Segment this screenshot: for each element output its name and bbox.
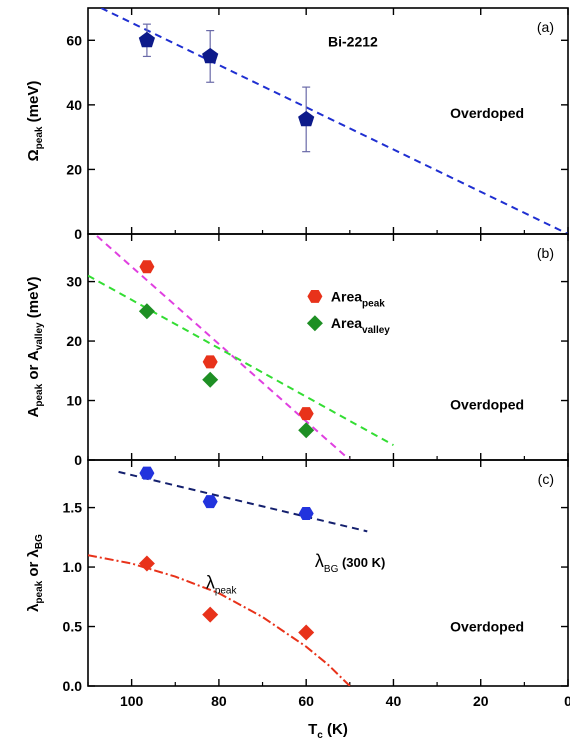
panel-b-ytick-label: 20 <box>66 333 82 349</box>
panel-b-legend-label: Areapeak <box>331 288 385 309</box>
panel-c-annotation: Overdoped <box>450 618 524 634</box>
panel-c-annotation: λBG (300 K) <box>315 551 385 575</box>
panel-b-ytick-label: 0 <box>74 452 82 468</box>
panel-b-fit-line <box>93 234 351 460</box>
panel-c-series1-point <box>298 624 315 641</box>
panel-c-series1-point <box>202 606 219 623</box>
panel-c-frame <box>87 459 569 687</box>
panel-a-fits <box>100 8 568 234</box>
xtick-label: 20 <box>473 693 489 709</box>
panel-b-tag: (b) <box>537 245 554 261</box>
panel-b-fit-line <box>88 274 394 447</box>
panel-c-series0-point <box>202 495 218 509</box>
panel-c-annotation: λpeak <box>206 572 238 596</box>
panel-b-legend-marker <box>306 315 323 332</box>
xtick-label: 40 <box>386 693 402 709</box>
xtick-label: 0 <box>564 693 570 709</box>
panel-a-ytick-label: 60 <box>66 32 82 48</box>
panel-b-fits <box>88 234 394 460</box>
panel-c-series0-point <box>139 466 155 480</box>
panel-b-series0-point <box>202 355 218 369</box>
panel-b-ytick-label: 30 <box>66 274 82 290</box>
panel-a-ytick-label: 20 <box>66 161 82 177</box>
panel-c-tag: (c) <box>538 471 554 487</box>
panel-c-ytick-label: 1.0 <box>63 559 83 575</box>
panel-b-ytick-label: 10 <box>66 393 82 409</box>
xtick-label: 60 <box>298 693 314 709</box>
panel-b-series1-point <box>138 303 155 320</box>
panel-a-series0-point <box>202 47 219 64</box>
panel-c-ytick-label: 0.0 <box>63 678 83 694</box>
panel-c-series0-point <box>298 507 314 520</box>
panel-c-fit-line <box>118 470 368 533</box>
panel-b-frame <box>87 233 569 461</box>
panel-b-ylabel: Apeak or Avalley (meV) <box>25 277 45 418</box>
panel-b-annotation: Overdoped <box>450 396 524 412</box>
panel-a-ytick-label: 0 <box>74 226 82 242</box>
xtick-label: 100 <box>120 693 144 709</box>
panel-b-series0-point <box>298 407 314 421</box>
panel-a-annotation: Bi-2212 <box>328 34 378 50</box>
x-axis-label: Tc (K) <box>308 721 348 741</box>
panel-c-series1-point <box>138 555 155 572</box>
panel-b-legend-marker <box>307 290 323 303</box>
panel-c-ylabel: λpeak or λBG <box>25 534 45 612</box>
panel-a-ylabel: Ωpeak (meV) <box>25 81 45 162</box>
panel-a-fit-line <box>100 8 568 234</box>
panel-c-fit-curve <box>88 554 351 686</box>
panel-a-annotation: Overdoped <box>450 105 524 121</box>
xtick-label: 80 <box>211 693 227 709</box>
panel-a-tag: (a) <box>537 19 554 35</box>
panel-a-series0-point <box>138 31 155 48</box>
panel-c-fits <box>88 470 368 686</box>
panel-b-series1-point <box>298 422 315 439</box>
panel-a-series0-point <box>298 110 315 127</box>
panel-c-ytick-label: 1.5 <box>63 500 83 516</box>
panel-b-legend-label: Areavalley <box>331 315 390 336</box>
panel-c-ytick-label: 0.5 <box>63 619 83 635</box>
panel-b-series1-point <box>202 371 219 388</box>
panel-b-series0-point <box>139 260 155 274</box>
panel-a-ytick-label: 40 <box>66 97 82 113</box>
